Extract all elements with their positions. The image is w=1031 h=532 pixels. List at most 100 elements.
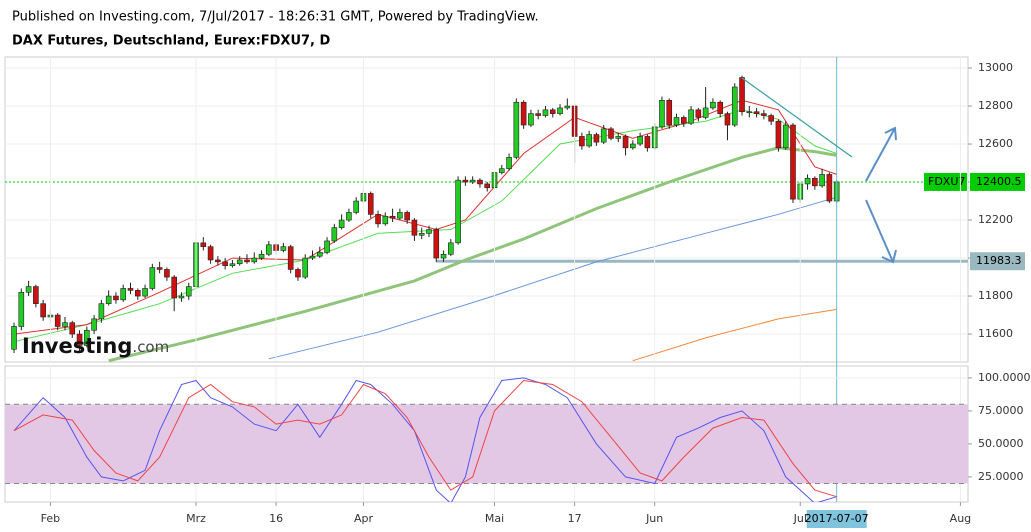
logo-suffix: .com: [132, 338, 169, 356]
crosshair-box: [806, 510, 867, 528]
arrow-up: [865, 126, 897, 182]
candle-body: [207, 246, 214, 261]
level-label: 11983.3: [976, 254, 1022, 267]
arrows: [865, 126, 897, 264]
candle-body: [91, 318, 97, 331]
x-tick-label: Feb: [41, 512, 60, 525]
candle-body: [127, 288, 134, 291]
logo-name: Investing: [22, 334, 132, 358]
y-tick-label: 100.0000: [978, 371, 1031, 384]
candle-body: [644, 136, 651, 149]
candle-body: [826, 174, 833, 202]
candle-body: [433, 229, 440, 259]
y-tick-label: 25.0000: [978, 470, 1024, 483]
candle-body: [702, 107, 709, 118]
candle-body: [710, 101, 716, 109]
candle-body: [295, 269, 301, 278]
candle-body: [149, 267, 156, 289]
candle-body: [586, 134, 592, 147]
candle-body: [236, 259, 243, 265]
candle-body: [353, 200, 359, 213]
x-tick-label: Jul: [793, 512, 807, 525]
candle-body: [535, 113, 541, 116]
candle-body: [200, 242, 207, 247]
candle-body: [761, 113, 767, 116]
candle-body: [782, 124, 789, 149]
candle-body: [775, 120, 782, 149]
candle-body: [477, 179, 483, 185]
x-tick-label: Jun: [645, 512, 663, 525]
tag-label: FDXU7: [928, 175, 965, 188]
band: [5, 404, 968, 484]
candle-body: [426, 229, 432, 234]
candle-body: [717, 101, 723, 114]
candle-body: [528, 113, 534, 126]
candle-body: [455, 179, 461, 244]
candle-body: [746, 111, 753, 114]
y-tick-label: 75.0000: [978, 404, 1024, 417]
candle-body: [316, 252, 323, 257]
candle-body: [258, 253, 265, 259]
candle-body: [346, 212, 352, 221]
x-tick-label: Mrz: [186, 512, 206, 525]
candle-body: [178, 295, 185, 299]
candle-body: [222, 261, 228, 266]
tag-box: [924, 172, 967, 191]
candle-body: [790, 124, 796, 200]
candle-body: [120, 288, 127, 301]
candle-body: [448, 242, 454, 255]
candle-body: [11, 326, 17, 350]
level-label: 12400.5: [976, 175, 1022, 188]
candle-body: [768, 115, 774, 122]
level-box: [970, 172, 1025, 191]
candle-body: [622, 136, 629, 149]
candle-body: [215, 259, 221, 263]
y-tick-label: 12200: [978, 213, 1013, 226]
candle-body: [484, 183, 491, 189]
candle-body: [688, 109, 694, 124]
y-tick-label: 11800: [978, 289, 1013, 302]
candle-body: [33, 286, 39, 304]
candle-body: [142, 288, 148, 297]
candle-body: [659, 100, 665, 128]
candle-body: [666, 100, 673, 126]
logo: Investing.com: [22, 334, 169, 358]
line-series: [268, 196, 837, 360]
candle-body: [724, 113, 731, 126]
candle-body: [630, 143, 636, 149]
published-line: Published on Investing.com, 7/Jul/2017 -…: [12, 10, 539, 25]
line-series: [13, 379, 837, 498]
candle-body: [229, 263, 236, 266]
candle-body: [462, 179, 469, 183]
candle-body: [411, 219, 418, 236]
candle-body: [469, 179, 476, 183]
candle-body: [513, 101, 520, 158]
price-panel: [4, 56, 969, 363]
candle-body: [164, 269, 170, 278]
line-series: [13, 109, 837, 343]
candle-body: [608, 128, 614, 139]
candle-body: [404, 212, 410, 221]
candle-body: [680, 117, 687, 124]
candle-body: [375, 214, 381, 225]
candle-body: [673, 117, 680, 126]
candle-body: [18, 291, 25, 327]
candle-body: [367, 193, 374, 215]
plot: [5, 366, 968, 502]
candle-body: [171, 276, 177, 299]
x-tick-label: Aug: [950, 512, 971, 525]
candle-body: [302, 257, 309, 278]
candle-body: [382, 215, 389, 225]
y-tick-label: 13000: [978, 61, 1013, 74]
candle-body: [593, 134, 600, 143]
candle-body: [280, 246, 287, 251]
candle-body: [564, 105, 571, 109]
candle-body: [812, 177, 818, 187]
candle-body: [739, 77, 745, 113]
candle-body: [557, 107, 563, 114]
x-tick-label: Apr: [354, 512, 374, 525]
candle-body: [76, 333, 83, 346]
candle-body: [389, 215, 396, 219]
candle-body: [62, 322, 68, 327]
